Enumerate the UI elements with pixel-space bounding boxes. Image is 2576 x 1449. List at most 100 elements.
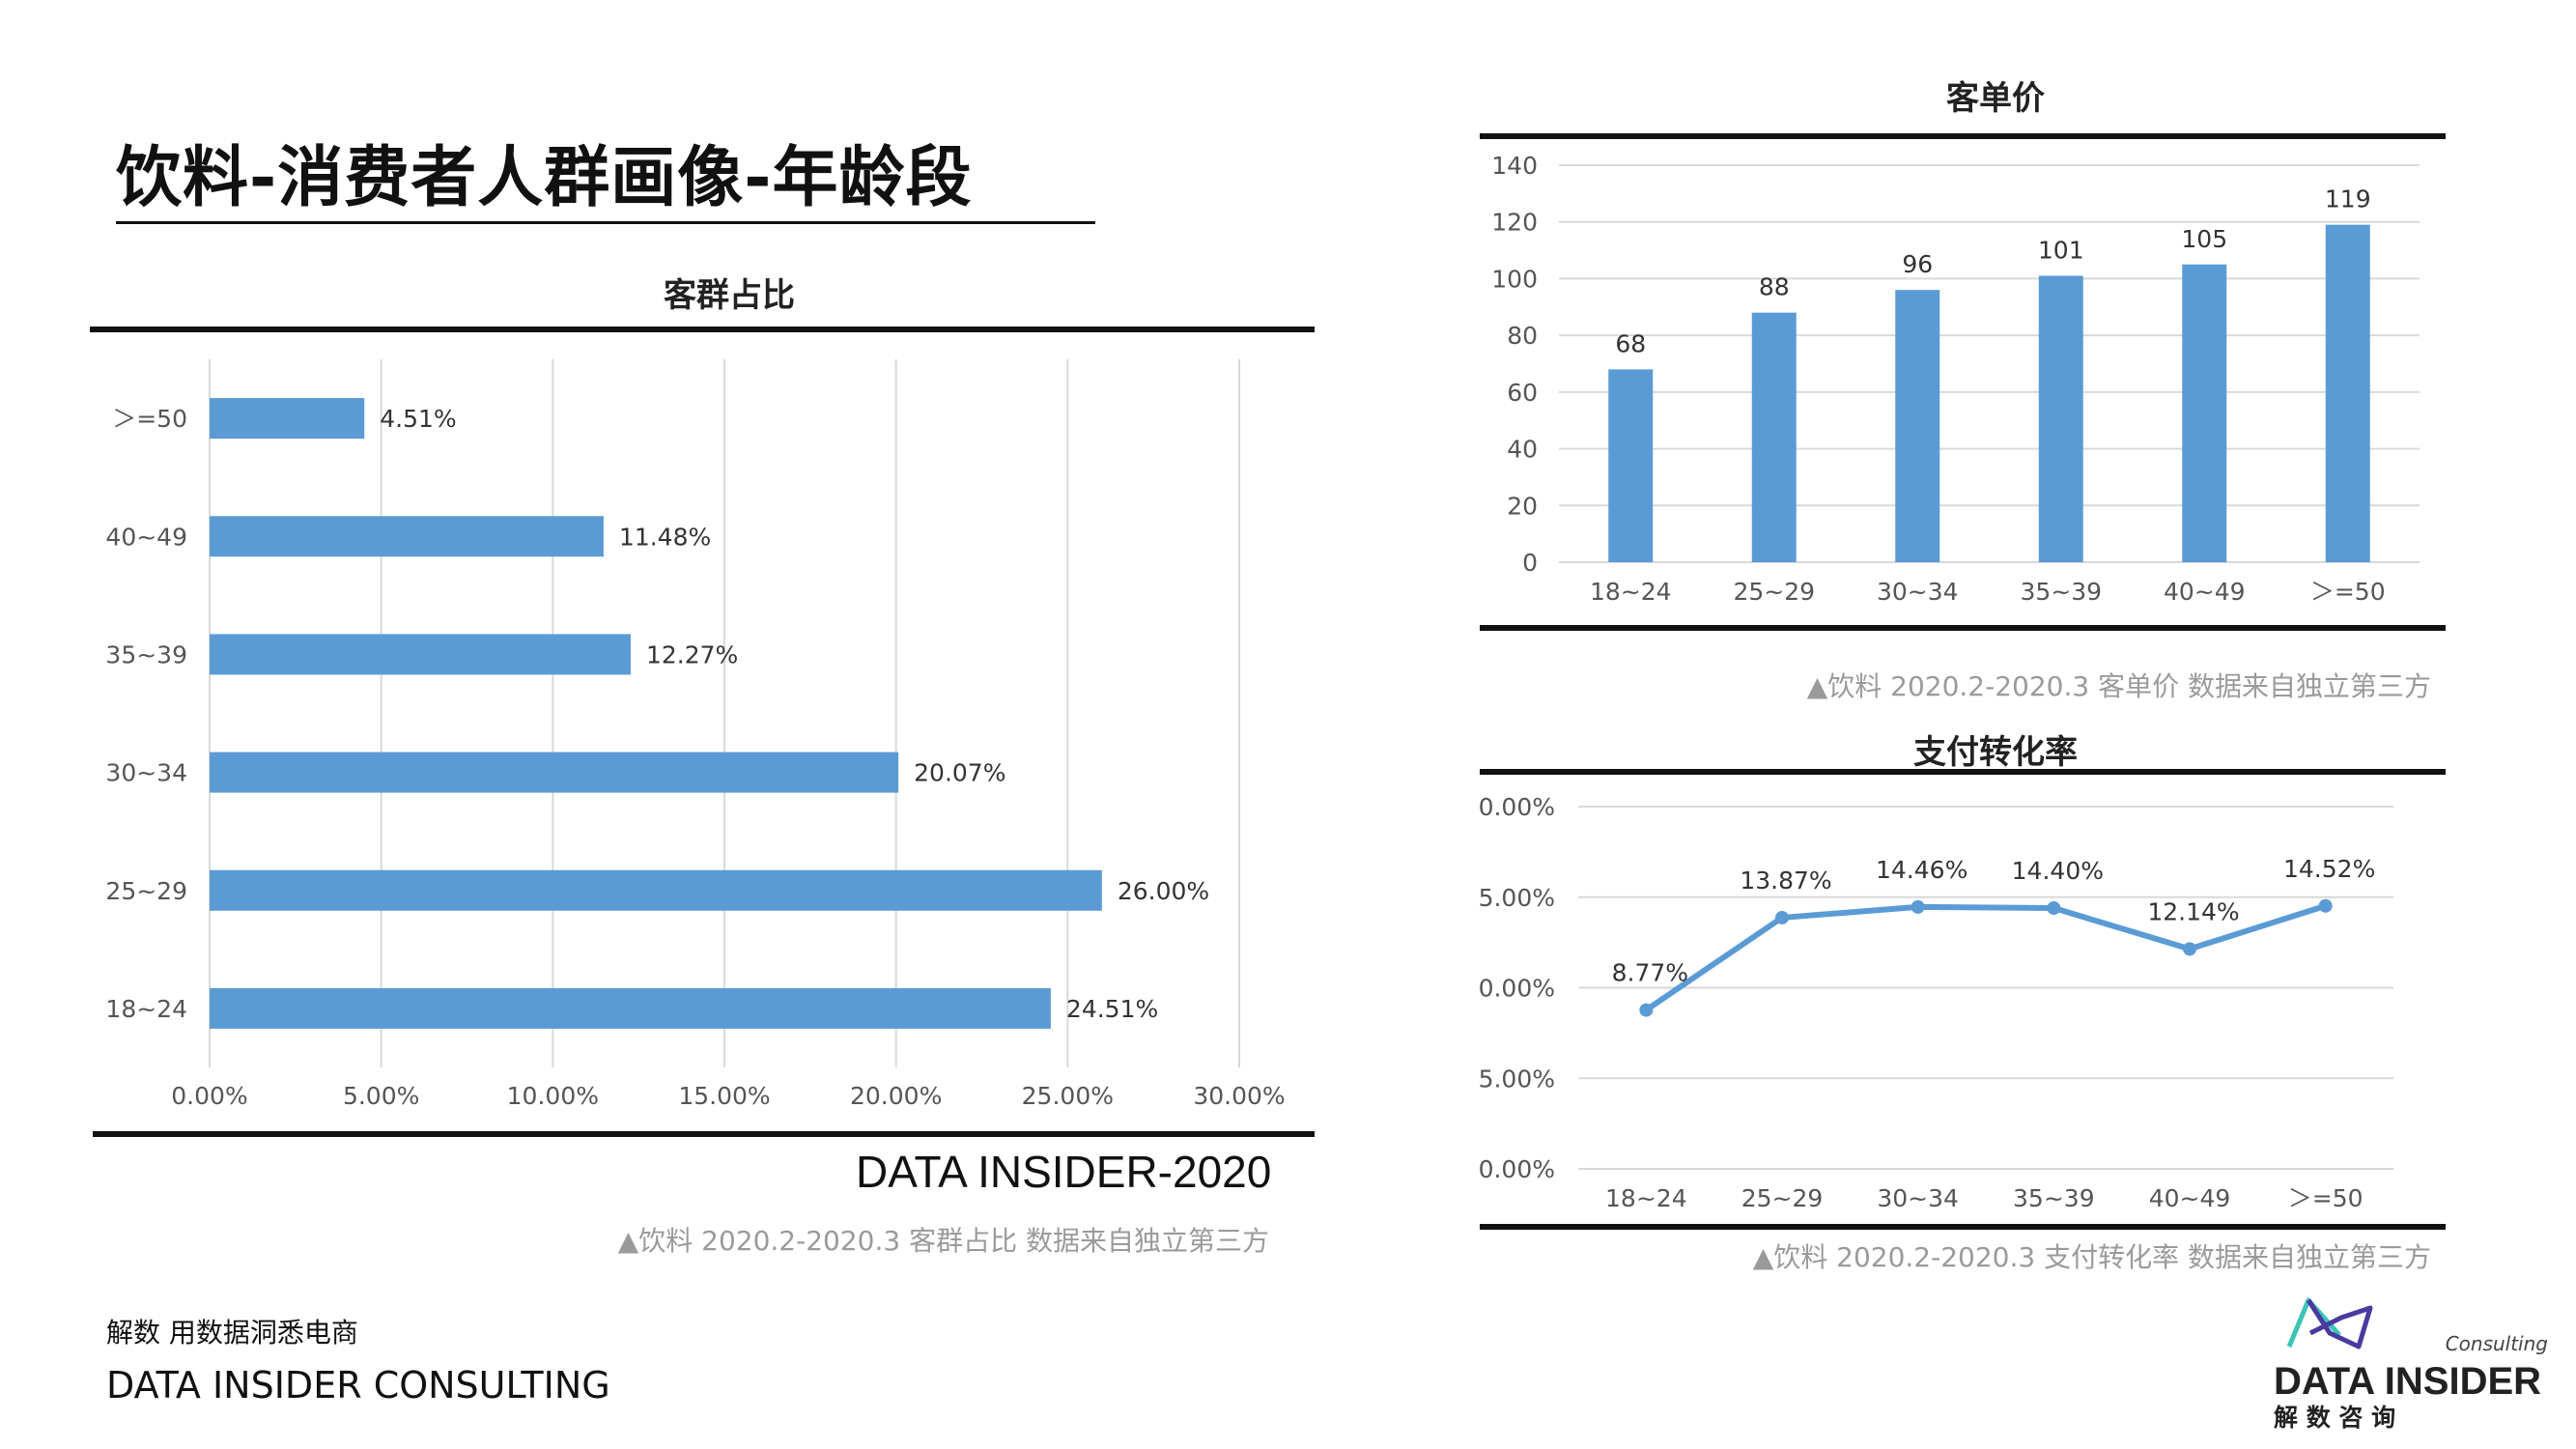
price-y-tick: 80	[1507, 322, 1538, 350]
page-title: 饮料-消费者人群画像-年龄段	[116, 140, 973, 216]
price-chart-title: 客单价	[1946, 79, 2045, 118]
share-x-tick: 20.00%	[850, 1082, 942, 1110]
conversion-point	[2183, 942, 2196, 956]
conversion-category-label: ＞=50	[2288, 1184, 2364, 1212]
footer-company: DATA INSIDER CONSULTING	[106, 1364, 610, 1406]
share-bar-label: 12.27%	[646, 640, 738, 668]
share-bar-label: 26.00%	[1118, 877, 1209, 905]
price-y-tick: 20	[1507, 492, 1538, 520]
share-x-tick: 15.00%	[678, 1082, 770, 1110]
share-category-label: 40~49	[105, 523, 187, 551]
conversion-category-label: 18~24	[1605, 1184, 1687, 1212]
price-category-label: 25~29	[1733, 578, 1815, 606]
conversion-point-label: 14.40%	[2012, 857, 2104, 885]
logo-mark-icon	[2286, 1297, 2373, 1350]
share-x-tick: 30.00%	[1193, 1082, 1285, 1110]
conversion-point	[1639, 1003, 1654, 1017]
conversion-y-tick: 20.00%	[1478, 793, 1555, 821]
conversion-point	[2047, 901, 2061, 915]
share-bar	[210, 987, 1051, 1029]
share-chart-title: 客群占比	[664, 276, 795, 315]
price-bar	[2325, 224, 2370, 562]
conversion-point-label: 14.52%	[2283, 855, 2375, 883]
share-chart-top-rule	[90, 327, 1315, 332]
price-y-tick: 60	[1507, 379, 1538, 407]
conversion-category-label: 35~39	[2013, 1184, 2095, 1212]
price-category-label: 35~39	[2020, 578, 2102, 606]
source-brand: DATA INSIDER-2020	[856, 1147, 1272, 1197]
title-underline	[116, 221, 1095, 224]
share-bar	[210, 398, 365, 440]
conversion-chart-title: 支付转化率	[1913, 733, 2078, 772]
share-bar	[210, 634, 631, 675]
price-caption: ▲饮料 2020.2-2020.3 客单价 数据来自独立第三方	[1806, 670, 2431, 702]
price-bar	[1751, 312, 1797, 562]
price-bar-label: 88	[1759, 273, 1790, 301]
conversion-point-label: 12.14%	[2147, 897, 2239, 925]
price-category-label: 30~34	[1877, 578, 1959, 606]
price-y-tick: 0	[1522, 549, 1538, 577]
conversion-point	[1775, 910, 1789, 924]
price-chart: 68 88 96 101 105 119 18~24 25~29 30~34 35~39 40~4…	[1491, 152, 2420, 606]
logo-name: DATA INSIDER	[2274, 1360, 2541, 1403]
conversion-y-tick: 5.00%	[1479, 1065, 1555, 1093]
price-bar-label: 101	[2038, 236, 2084, 264]
conversion-y-tick: 0.00%	[1479, 1155, 1555, 1183]
share-bar-label: 4.51%	[380, 405, 456, 433]
share-category-label: 18~24	[105, 995, 187, 1023]
footer-slogan: 解数 用数据洞悉电商	[106, 1317, 358, 1349]
logo-cn: 解 数 咨 询	[2274, 1404, 2395, 1432]
share-bar-label: 20.07%	[914, 759, 1005, 787]
share-x-tick: 5.00%	[343, 1082, 419, 1110]
conversion-y-tick: 10.00%	[1478, 975, 1555, 1003]
price-bar	[1895, 290, 1940, 562]
price-category-label: 18~24	[1590, 578, 1672, 606]
conversion-series-line	[1644, 902, 2327, 1013]
share-category-label: 30~34	[105, 759, 187, 787]
conversion-caption: ▲饮料 2020.2-2020.3 支付转化率 数据来自独立第三方	[1752, 1241, 2431, 1273]
share-category-label: 25~29	[105, 877, 187, 905]
conversion-category-label: 25~29	[1741, 1184, 1824, 1212]
conversion-point-label: 8.77%	[1612, 959, 1688, 987]
price-y-tick: 100	[1491, 265, 1538, 293]
share-x-tick: 0.00%	[171, 1082, 247, 1110]
price-category-label: ＞=50	[2310, 578, 2386, 606]
price-bar	[2038, 275, 2083, 562]
conversion-chart: 8.77% 13.87% 14.46% 14.40% 12.14% 14.52% 18~2…	[1478, 793, 2393, 1212]
share-bar	[210, 516, 604, 557]
price-chart-top-rule	[1480, 133, 2446, 139]
share-chart: 4.51% 11.48% 12.27% 20.07% 26.00% 24.51% ＞=50…	[105, 359, 1286, 1110]
price-y-tick: 120	[1491, 209, 1538, 237]
conversion-chart-bottom-rule	[1480, 1224, 2446, 1230]
share-bar	[210, 752, 899, 793]
conversion-point-label: 14.46%	[1876, 856, 1967, 884]
share-x-tick: 25.00%	[1022, 1082, 1114, 1110]
data-insider-logo: Consulting DATA INSIDER 解 数 咨 询	[2274, 1297, 2548, 1432]
conversion-point	[1911, 899, 1925, 914]
conversion-point-label: 13.87%	[1740, 867, 1831, 895]
price-y-tick: 140	[1491, 152, 1538, 180]
logo-consulting: Consulting	[2446, 1332, 2548, 1355]
conversion-chart-top-rule	[1480, 769, 2446, 775]
price-bar-label: 68	[1615, 329, 1646, 357]
share-category-label: 35~39	[105, 640, 187, 668]
price-y-tick: 40	[1507, 436, 1538, 464]
share-bar	[210, 869, 1102, 911]
share-caption: ▲饮料 2020.2-2020.3 客群占比 数据来自独立第三方	[617, 1225, 1269, 1257]
price-bar-label: 105	[2181, 225, 2227, 253]
price-bar	[2182, 264, 2227, 562]
price-chart-bottom-rule	[1480, 625, 2446, 631]
share-bar-label: 11.48%	[619, 523, 711, 551]
conversion-point	[2318, 898, 2333, 913]
share-chart-bottom-rule	[93, 1131, 1315, 1137]
share-bar-label: 24.51%	[1066, 995, 1158, 1023]
share-category-label: ＞=50	[112, 405, 187, 433]
price-bar	[1608, 369, 1654, 562]
conversion-category-label: 30~34	[1877, 1184, 1959, 1212]
conversion-category-label: 40~49	[2149, 1184, 2231, 1212]
price-bar-label: 119	[2325, 185, 2371, 213]
price-bar-label: 96	[1902, 250, 1933, 278]
share-x-tick: 10.00%	[507, 1082, 599, 1110]
conversion-y-tick: 15.00%	[1478, 884, 1555, 912]
price-category-label: 40~49	[2164, 578, 2246, 606]
